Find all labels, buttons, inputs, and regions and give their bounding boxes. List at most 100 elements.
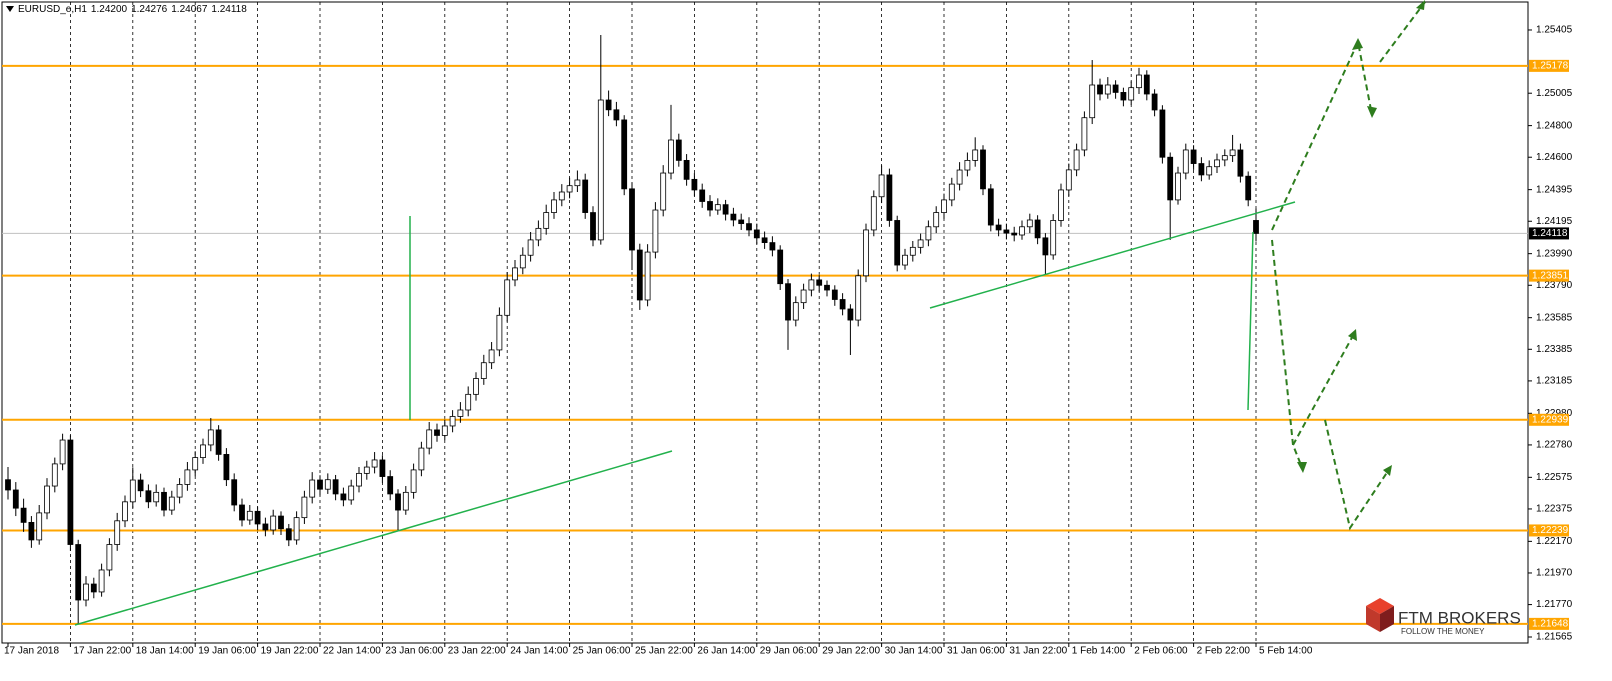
candle-body: [168, 496, 175, 511]
candle-body: [956, 169, 963, 185]
candle-body: [1003, 229, 1010, 234]
candle-body: [1011, 232, 1018, 236]
y-tick-label: 1.21770: [1536, 599, 1573, 610]
candle-body: [192, 457, 199, 471]
candle-body: [699, 189, 706, 202]
candle-body: [161, 491, 167, 511]
candle-body: [1058, 189, 1064, 221]
candle-body: [1120, 92, 1127, 101]
candle-body: [262, 523, 269, 531]
candle-body: [1097, 84, 1103, 95]
x-tick-label: 30 Jan 14:00: [885, 646, 943, 657]
candle-body: [675, 139, 682, 161]
projection-arrows: [1271, 1, 1426, 531]
candle-body: [215, 429, 222, 455]
x-tick-label: 31 Jan 22:00: [1009, 646, 1067, 657]
candle-body: [964, 159, 971, 171]
candle-body: [761, 237, 768, 243]
arrow-heads: [1297, 0, 1425, 476]
candle-body: [371, 459, 378, 468]
y-tick-label: 1.23990: [1536, 248, 1573, 259]
candle-body: [1026, 219, 1033, 228]
level-label-box: [1529, 524, 1569, 537]
candle-body: [1229, 149, 1236, 157]
candle-body: [12, 489, 19, 509]
last-price-label: 1.24118: [1532, 228, 1568, 239]
candle-body: [894, 220, 901, 266]
symbol: EURUSD_e,H1: [18, 4, 87, 15]
candle-body: [106, 544, 113, 571]
candle-body: [746, 223, 752, 231]
candle-body: [379, 459, 386, 477]
header-price: 1.24200: [90, 4, 128, 15]
candle-body: [1253, 220, 1259, 234]
candle-body: [629, 188, 635, 251]
candle-body: [1065, 169, 1072, 191]
candle-body: [1143, 74, 1150, 95]
candle-body: [1190, 149, 1197, 164]
candle-body: [1206, 166, 1213, 176]
candle-body: [519, 254, 526, 269]
y-tick-label: 1.23790: [1536, 280, 1573, 291]
x-tick-label: 17 Jan 2018: [4, 646, 59, 657]
candle-body: [301, 496, 308, 519]
candle-body: [902, 254, 908, 266]
candle-body: [51, 463, 58, 487]
x-tick-label: 18 Jan 14:00: [136, 646, 194, 657]
level-label: 1.22239: [1532, 525, 1569, 536]
candle-body: [270, 515, 277, 531]
candle-body: [231, 479, 238, 506]
candle-body: [574, 179, 581, 187]
candle-body: [356, 472, 362, 487]
level-label-box: [1529, 617, 1569, 630]
candle-body: [527, 239, 534, 256]
y-tick-label: 1.21970: [1536, 568, 1573, 579]
candle-body: [948, 183, 955, 201]
candle-body: [1034, 219, 1041, 239]
candle-body: [808, 279, 815, 291]
level-label-box: [1529, 269, 1569, 282]
candle-body: [1050, 220, 1057, 256]
candle-body: [972, 149, 979, 161]
candle-body: [753, 229, 760, 239]
measure-line: [1247, 231, 1254, 411]
candle-body: [597, 99, 604, 241]
candle-body: [933, 212, 940, 228]
brand-name: FTM BROKERS: [1398, 608, 1521, 627]
candle-body: [129, 479, 136, 503]
candle-body: [418, 447, 425, 471]
y-tick-label: 1.22980: [1536, 408, 1573, 419]
candle-body: [410, 469, 417, 493]
logo: FTM BROKERS FOLLOW THE MONEY: [1366, 598, 1521, 636]
y-tick-label: 1.23585: [1536, 312, 1573, 323]
candle-body: [1182, 149, 1189, 174]
candle-body: [207, 429, 214, 446]
candle-body: [543, 212, 550, 229]
candle-body: [863, 229, 869, 277]
candle-body: [137, 479, 144, 492]
candle-body: [504, 279, 511, 316]
candle-body: [925, 226, 932, 241]
candle-body: [987, 188, 994, 226]
candle-body: [738, 219, 745, 225]
candle-body: [621, 119, 628, 190]
candle-body: [886, 174, 893, 221]
x-tick-label: 26 Jan 14:00: [697, 646, 755, 657]
level-label: 1.21648: [1532, 619, 1569, 630]
candle-body: [402, 491, 409, 511]
candle-body: [20, 507, 27, 523]
candle-body: [878, 174, 885, 198]
x-tick-label: 19 Jan 06:00: [198, 646, 256, 657]
candle-body: [145, 490, 152, 503]
candle-body: [426, 429, 433, 449]
candle-body: [363, 466, 370, 474]
candle-body: [917, 239, 924, 248]
candle-body: [1081, 117, 1088, 151]
candle-body: [995, 224, 1002, 231]
x-tick-label: 25 Jan 06:00: [573, 646, 631, 657]
candle-body: [457, 409, 464, 417]
candle-body: [1151, 93, 1158, 111]
candle-body: [28, 521, 35, 541]
candle-body: [683, 159, 690, 180]
